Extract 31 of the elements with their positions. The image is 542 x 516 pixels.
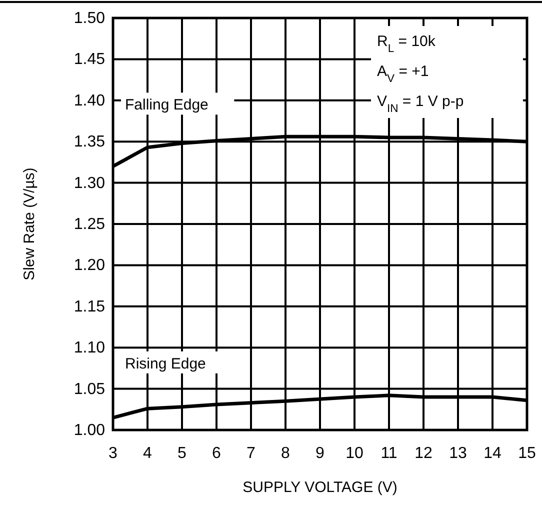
- y-tick-label: 1.15: [74, 298, 106, 316]
- x-tick-label: 13: [449, 445, 467, 462]
- y-tick-label: 1.00: [74, 422, 106, 439]
- x-tick-label: 5: [178, 445, 187, 462]
- x-tick-label: 9: [316, 445, 325, 462]
- y-tick-label: 1.25: [74, 216, 106, 233]
- x-tick-label: 11: [380, 445, 398, 462]
- x-tick-label: 4: [143, 445, 152, 462]
- text: Rising Edge: [125, 355, 206, 372]
- y-tick-label: 1.35: [74, 134, 106, 151]
- y-tick-label: 1.05: [74, 380, 106, 398]
- x-tick-label: 12: [414, 445, 432, 462]
- x-tick-label: 15: [518, 445, 536, 462]
- y-tick-label: 1.10: [74, 340, 106, 357]
- y-tick-label: 1.40: [74, 92, 106, 110]
- x-tick-label: 7: [246, 445, 256, 462]
- y-tick-label: 1.20: [74, 257, 106, 274]
- y-tick-label: 1.50: [74, 10, 106, 27]
- annotation: R$_{L}$ = 10k: [377, 33, 436, 55]
- x-tick-label: 8: [281, 445, 290, 462]
- series-label: Falling Edge: [125, 96, 208, 114]
- y-axis-title: Slew Rate (V/µs): [21, 168, 38, 280]
- x-tick-label: 10: [346, 445, 364, 462]
- y-tick-label: 1.30: [74, 174, 106, 192]
- y-tick-label: 1.45: [74, 51, 106, 68]
- x-tick-label: 3: [108, 445, 118, 462]
- annotation: A$_{V}$ = +1: [377, 63, 429, 85]
- x-tick-label: 14: [484, 445, 502, 462]
- x-tick-label: 6: [212, 445, 222, 462]
- annotation: V$_{IN}$ = 1 V p-p: [377, 93, 464, 115]
- x-axis-title: SUPPLY VOLTAGE (V): [242, 479, 398, 496]
